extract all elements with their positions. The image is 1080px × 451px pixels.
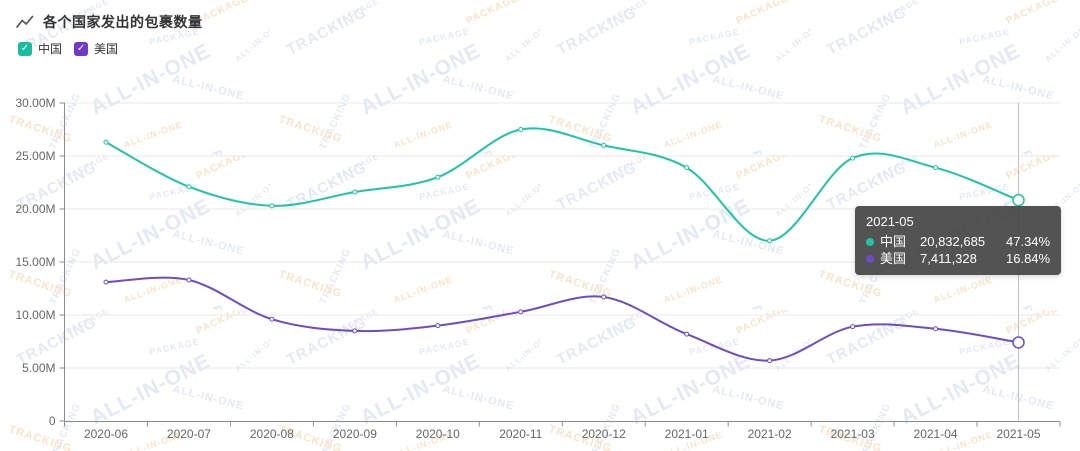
svg-text:20.00M: 20.00M xyxy=(15,202,55,216)
series-dot-icon xyxy=(866,237,874,246)
checkbox-checked-icon[interactable]: ✓ xyxy=(18,41,32,56)
svg-text:10.00M: 10.00M xyxy=(15,308,55,322)
svg-text:0: 0 xyxy=(49,414,56,428)
page-title: 各个国家发出的包裹数量 xyxy=(43,14,203,30)
data-point-usa-2021-04[interactable] xyxy=(933,326,939,332)
svg-text:15.00M: 15.00M xyxy=(15,255,55,269)
data-point-china-2021-03[interactable] xyxy=(850,155,856,161)
x-axis-labels: 2020-06 2020-07 2020-08 2020-09 2020-10 2020-… xyxy=(84,427,1041,441)
legend-item-usa[interactable]: ✓ 美国 xyxy=(74,40,118,57)
svg-text:2021-02: 2021-02 xyxy=(748,427,792,441)
svg-text:2020-08: 2020-08 xyxy=(250,427,294,441)
svg-text:2021-04: 2021-04 xyxy=(914,427,958,441)
legend-label: 中国 xyxy=(38,42,63,56)
legend: ✓ 中国 ✓ 美国 xyxy=(18,40,118,57)
svg-text:2020-10: 2020-10 xyxy=(416,427,460,441)
chart-header: 各个国家发出的包裹数量 xyxy=(16,12,203,32)
svg-text:2021-05: 2021-05 xyxy=(996,427,1040,441)
svg-text:25.00M: 25.00M xyxy=(15,149,55,163)
chart-tooltip: 2021-05 中国 20,832,685 47.34% 美国 7,411,32… xyxy=(855,206,1062,275)
data-point-usa-2020-06[interactable] xyxy=(103,279,109,285)
data-point-usa-2020-08[interactable] xyxy=(269,316,275,322)
data-point-china-2020-12[interactable] xyxy=(601,142,607,148)
axes xyxy=(64,103,1061,427)
tooltip-row: 美国 7,411,328 16.84% xyxy=(866,250,1050,267)
data-point-usa-2021-01[interactable] xyxy=(684,331,690,337)
data-point-usa-2020-10[interactable] xyxy=(435,323,441,329)
data-point-china-2021-01[interactable] xyxy=(684,165,690,171)
data-point-china-2020-08[interactable] xyxy=(269,203,275,209)
series-usa[interactable] xyxy=(103,276,1025,364)
data-point-china-2020-10[interactable] xyxy=(435,174,441,180)
data-point-china-2021-04[interactable] xyxy=(933,165,939,171)
svg-text:30.00M: 30.00M xyxy=(15,96,55,110)
data-point-usa-2021-05[interactable] xyxy=(1012,336,1025,349)
legend-label: 美国 xyxy=(94,42,119,56)
trend-line-icon xyxy=(16,15,34,28)
data-point-usa-2021-02[interactable] xyxy=(767,358,773,364)
legend-item-china[interactable]: ✓ 中国 xyxy=(18,40,62,57)
data-point-china-2020-11[interactable] xyxy=(518,127,524,132)
svg-text:2020-06: 2020-06 xyxy=(84,427,128,441)
data-point-usa-2021-03[interactable] xyxy=(850,324,856,330)
svg-text:2020-07: 2020-07 xyxy=(167,427,211,441)
data-point-china-2020-06[interactable] xyxy=(103,139,109,145)
checkbox-checked-icon[interactable]: ✓ xyxy=(74,41,89,56)
data-point-china-2020-09[interactable] xyxy=(352,189,358,195)
data-point-usa-2020-07[interactable] xyxy=(186,277,192,283)
svg-text:5.00M: 5.00M xyxy=(22,361,55,375)
data-point-china-2020-07[interactable] xyxy=(186,184,192,190)
svg-text:2020-09: 2020-09 xyxy=(333,427,377,441)
tooltip-row: 中国 20,832,685 47.34% xyxy=(866,233,1050,250)
svg-text:2020-11: 2020-11 xyxy=(499,427,542,441)
data-point-china-2021-05[interactable] xyxy=(1012,193,1025,207)
data-point-usa-2020-12[interactable] xyxy=(601,294,607,300)
y-axis-labels: 30.00M 25.00M 20.00M 15.00M 10.00M 5.00M 0 xyxy=(15,96,55,428)
tooltip-title: 2021-05 xyxy=(866,214,914,229)
svg-text:2020-12: 2020-12 xyxy=(582,427,626,441)
data-point-usa-2020-09[interactable] xyxy=(352,328,358,334)
data-point-usa-2020-11[interactable] xyxy=(518,309,524,315)
data-point-china-2021-02[interactable] xyxy=(767,238,773,244)
svg-text:2021-01: 2021-01 xyxy=(665,427,709,441)
series-china[interactable] xyxy=(103,127,1025,244)
series-line-usa[interactable] xyxy=(104,276,1020,362)
series-dot-icon xyxy=(866,254,874,263)
svg-text:2021-03: 2021-03 xyxy=(831,427,875,441)
